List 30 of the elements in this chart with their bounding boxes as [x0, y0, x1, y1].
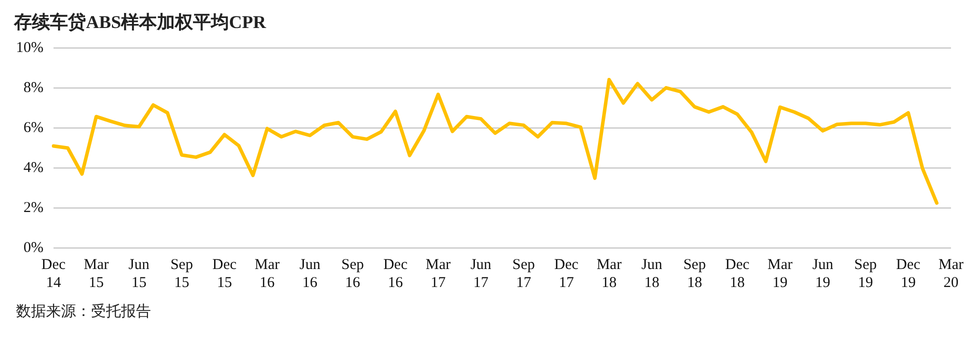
x-tick-label: Mar 19 [768, 256, 793, 291]
x-tick-label: Jun 19 [812, 256, 834, 291]
y-tick-label: 4% [23, 160, 44, 176]
source-note: 数据来源：受托报告 [16, 302, 151, 321]
y-tick-label: 0% [23, 240, 44, 256]
y-tick-label: 6% [23, 120, 44, 136]
x-tick-label: Dec 19 [896, 256, 921, 291]
x-tick-label: Dec 16 [383, 256, 408, 291]
x-tick-label: Sep 16 [341, 256, 364, 291]
x-tick-label: Jun 17 [470, 256, 492, 291]
x-tick-label: Sep 15 [170, 256, 193, 291]
x-tick-label: Jun 15 [128, 256, 150, 291]
x-tick-label: Sep 18 [683, 256, 706, 291]
x-tick-label: Dec 14 [41, 256, 66, 291]
x-tick-label: Dec 17 [554, 256, 579, 291]
x-tick-label: Jun 18 [641, 256, 663, 291]
y-tick-label: 2% [23, 200, 44, 216]
x-tick-label: Dec 18 [725, 256, 750, 291]
x-tick-label: Jun 16 [300, 256, 321, 291]
x-tick-label: Sep 17 [512, 256, 535, 291]
y-tick-label: 8% [23, 80, 44, 96]
x-tick-label: Sep 19 [854, 256, 877, 291]
x-tick-label: Dec 15 [212, 256, 237, 291]
x-tick-label: Mar 20 [938, 256, 964, 291]
x-tick-label: Mar 18 [596, 256, 622, 291]
x-tick-label: Mar 16 [254, 256, 280, 291]
x-tick-label: Mar 15 [84, 256, 109, 291]
x-tick-label: Mar 17 [426, 256, 451, 291]
chart-title: 存续车贷ABS样本加权平均CPR [14, 11, 266, 34]
y-tick-label: 10% [16, 40, 44, 56]
